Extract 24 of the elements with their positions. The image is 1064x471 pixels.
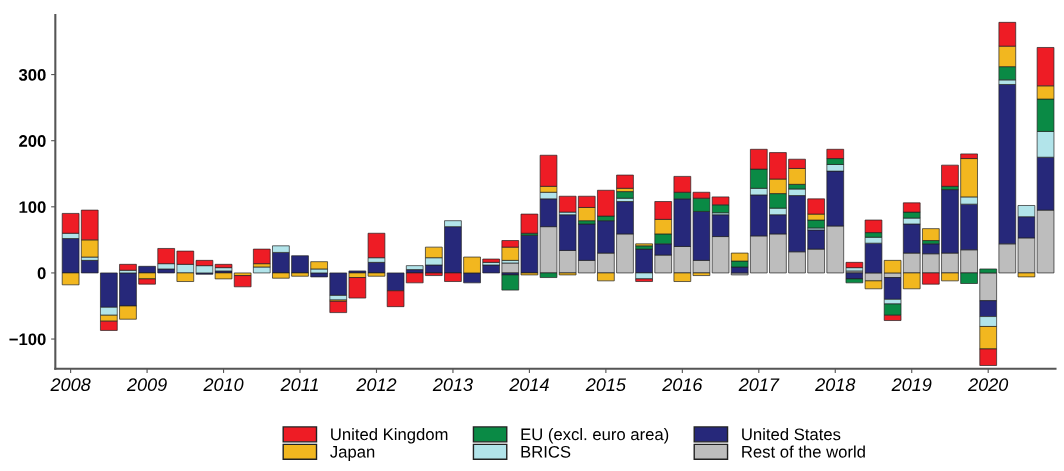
x-tick-label: 2008: [50, 378, 91, 392]
x-tick-label: 2020: [968, 378, 1009, 392]
x-tick-label: 2011: [280, 378, 318, 392]
x-tick-label: 2012: [356, 378, 397, 392]
x-tick-label: 2013: [432, 378, 473, 392]
legend-label: United States: [742, 428, 841, 441]
legend-label: United Kingdom: [331, 428, 448, 444]
y-tick-label: 0: [37, 267, 46, 280]
y-tick-label: 100: [19, 201, 46, 214]
x-tick-label: 2017: [738, 378, 780, 392]
x-tick-label: 2019: [891, 378, 932, 392]
y-tick-label: 200: [19, 135, 46, 147]
x-tick-label: 2014: [509, 378, 549, 392]
y-tick-label: −100: [9, 333, 46, 346]
x-tick-label: 2010: [203, 378, 244, 392]
legend-label: Rest of the world: [742, 445, 865, 458]
x-tick-label: 2015: [585, 378, 626, 392]
legend-label: Japan: [330, 446, 375, 461]
legend-label: BRICS: [521, 445, 571, 458]
legend-label: EU (excl. euro area): [521, 428, 669, 444]
x-tick-label: 2016: [662, 378, 703, 392]
x-tick-label: 2009: [126, 378, 167, 392]
x-tick-label: 2018: [815, 378, 856, 392]
y-tick-label: 300: [18, 68, 46, 81]
